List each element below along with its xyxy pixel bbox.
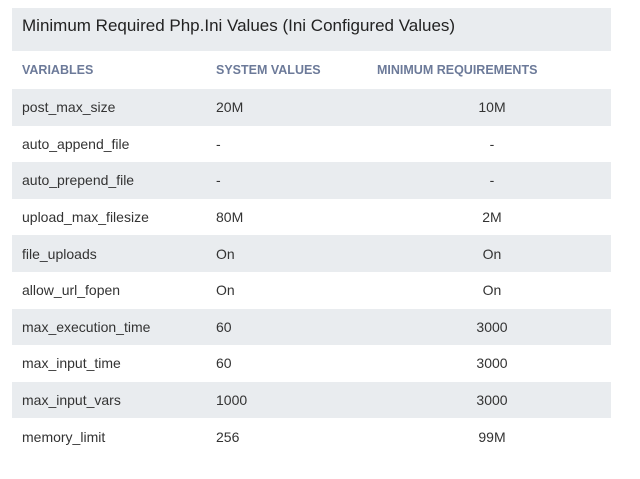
table-cell: max_input_time xyxy=(22,355,121,372)
table-cell: On xyxy=(216,282,235,299)
column-header: SYSTEM VALUES xyxy=(216,63,321,77)
table-cell: - xyxy=(489,135,495,152)
table-cell: 60 xyxy=(216,355,232,372)
values-table: VARIABLES SYSTEM VALUES MINIMUM REQUIREMEN… xyxy=(12,51,611,455)
php-ini-panel: Minimum Required Php.Ini Values (Ini Con… xyxy=(12,8,611,455)
panel-title: Minimum Required Php.Ini Values (Ini Con… xyxy=(12,8,611,51)
table-row: upload_max_filesize 80M 2M xyxy=(12,199,611,236)
table-cell: upload_max_filesize xyxy=(22,209,149,226)
table-cell: 80M xyxy=(216,209,244,226)
table-cell: 1000 xyxy=(216,392,248,409)
table-cell: On xyxy=(482,282,502,299)
table-cell: auto_append_file xyxy=(22,135,130,152)
table-cell: file_uploads xyxy=(22,245,97,262)
table-cell: 20M xyxy=(216,99,244,116)
table-row: allow_url_fopen On On xyxy=(12,272,611,309)
table-cell: 3000 xyxy=(476,355,508,372)
table-cell: max_input_vars xyxy=(22,392,121,409)
table-row: max_execution_time 60 3000 xyxy=(12,308,611,346)
table-row: auto_prepend_file - - xyxy=(12,162,611,199)
table-cell: 10M xyxy=(478,99,506,116)
table-row: memory_limit 256 99M xyxy=(12,418,611,455)
table-cell: 60 xyxy=(216,318,232,335)
column-header: MINIMUM REQUIREMENTS xyxy=(377,63,538,77)
table-cell: post_max_size xyxy=(22,99,116,116)
header-row: VARIABLES SYSTEM VALUES MINIMUM REQUIREMEN… xyxy=(12,51,611,89)
table-row: file_uploads On On xyxy=(12,235,611,272)
table-row: post_max_size 20M 10M xyxy=(12,89,611,126)
table-cell: - xyxy=(489,172,495,189)
table-cell: - xyxy=(216,135,221,152)
table-row: auto_append_file - - xyxy=(12,126,611,163)
table-cell: - xyxy=(216,172,221,189)
table-cell: memory_limit xyxy=(22,428,106,445)
table-cell: max_execution_time xyxy=(22,318,151,335)
column-header: VARIABLES xyxy=(22,63,94,77)
table-row: max_input_time 60 3000 xyxy=(12,345,611,382)
table-cell: 99M xyxy=(478,428,506,445)
table-cell: 3000 xyxy=(476,318,508,335)
table-cell: 2M xyxy=(482,209,502,226)
table-row: max_input_vars 1000 3000 xyxy=(12,381,611,419)
table-cell: 3000 xyxy=(476,392,508,409)
table-cell: 256 xyxy=(216,428,240,445)
table-cell: allow_url_fopen xyxy=(22,282,121,299)
table-cell: On xyxy=(216,245,235,262)
table-cell: On xyxy=(482,245,502,262)
table-cell: auto_prepend_file xyxy=(22,172,135,189)
